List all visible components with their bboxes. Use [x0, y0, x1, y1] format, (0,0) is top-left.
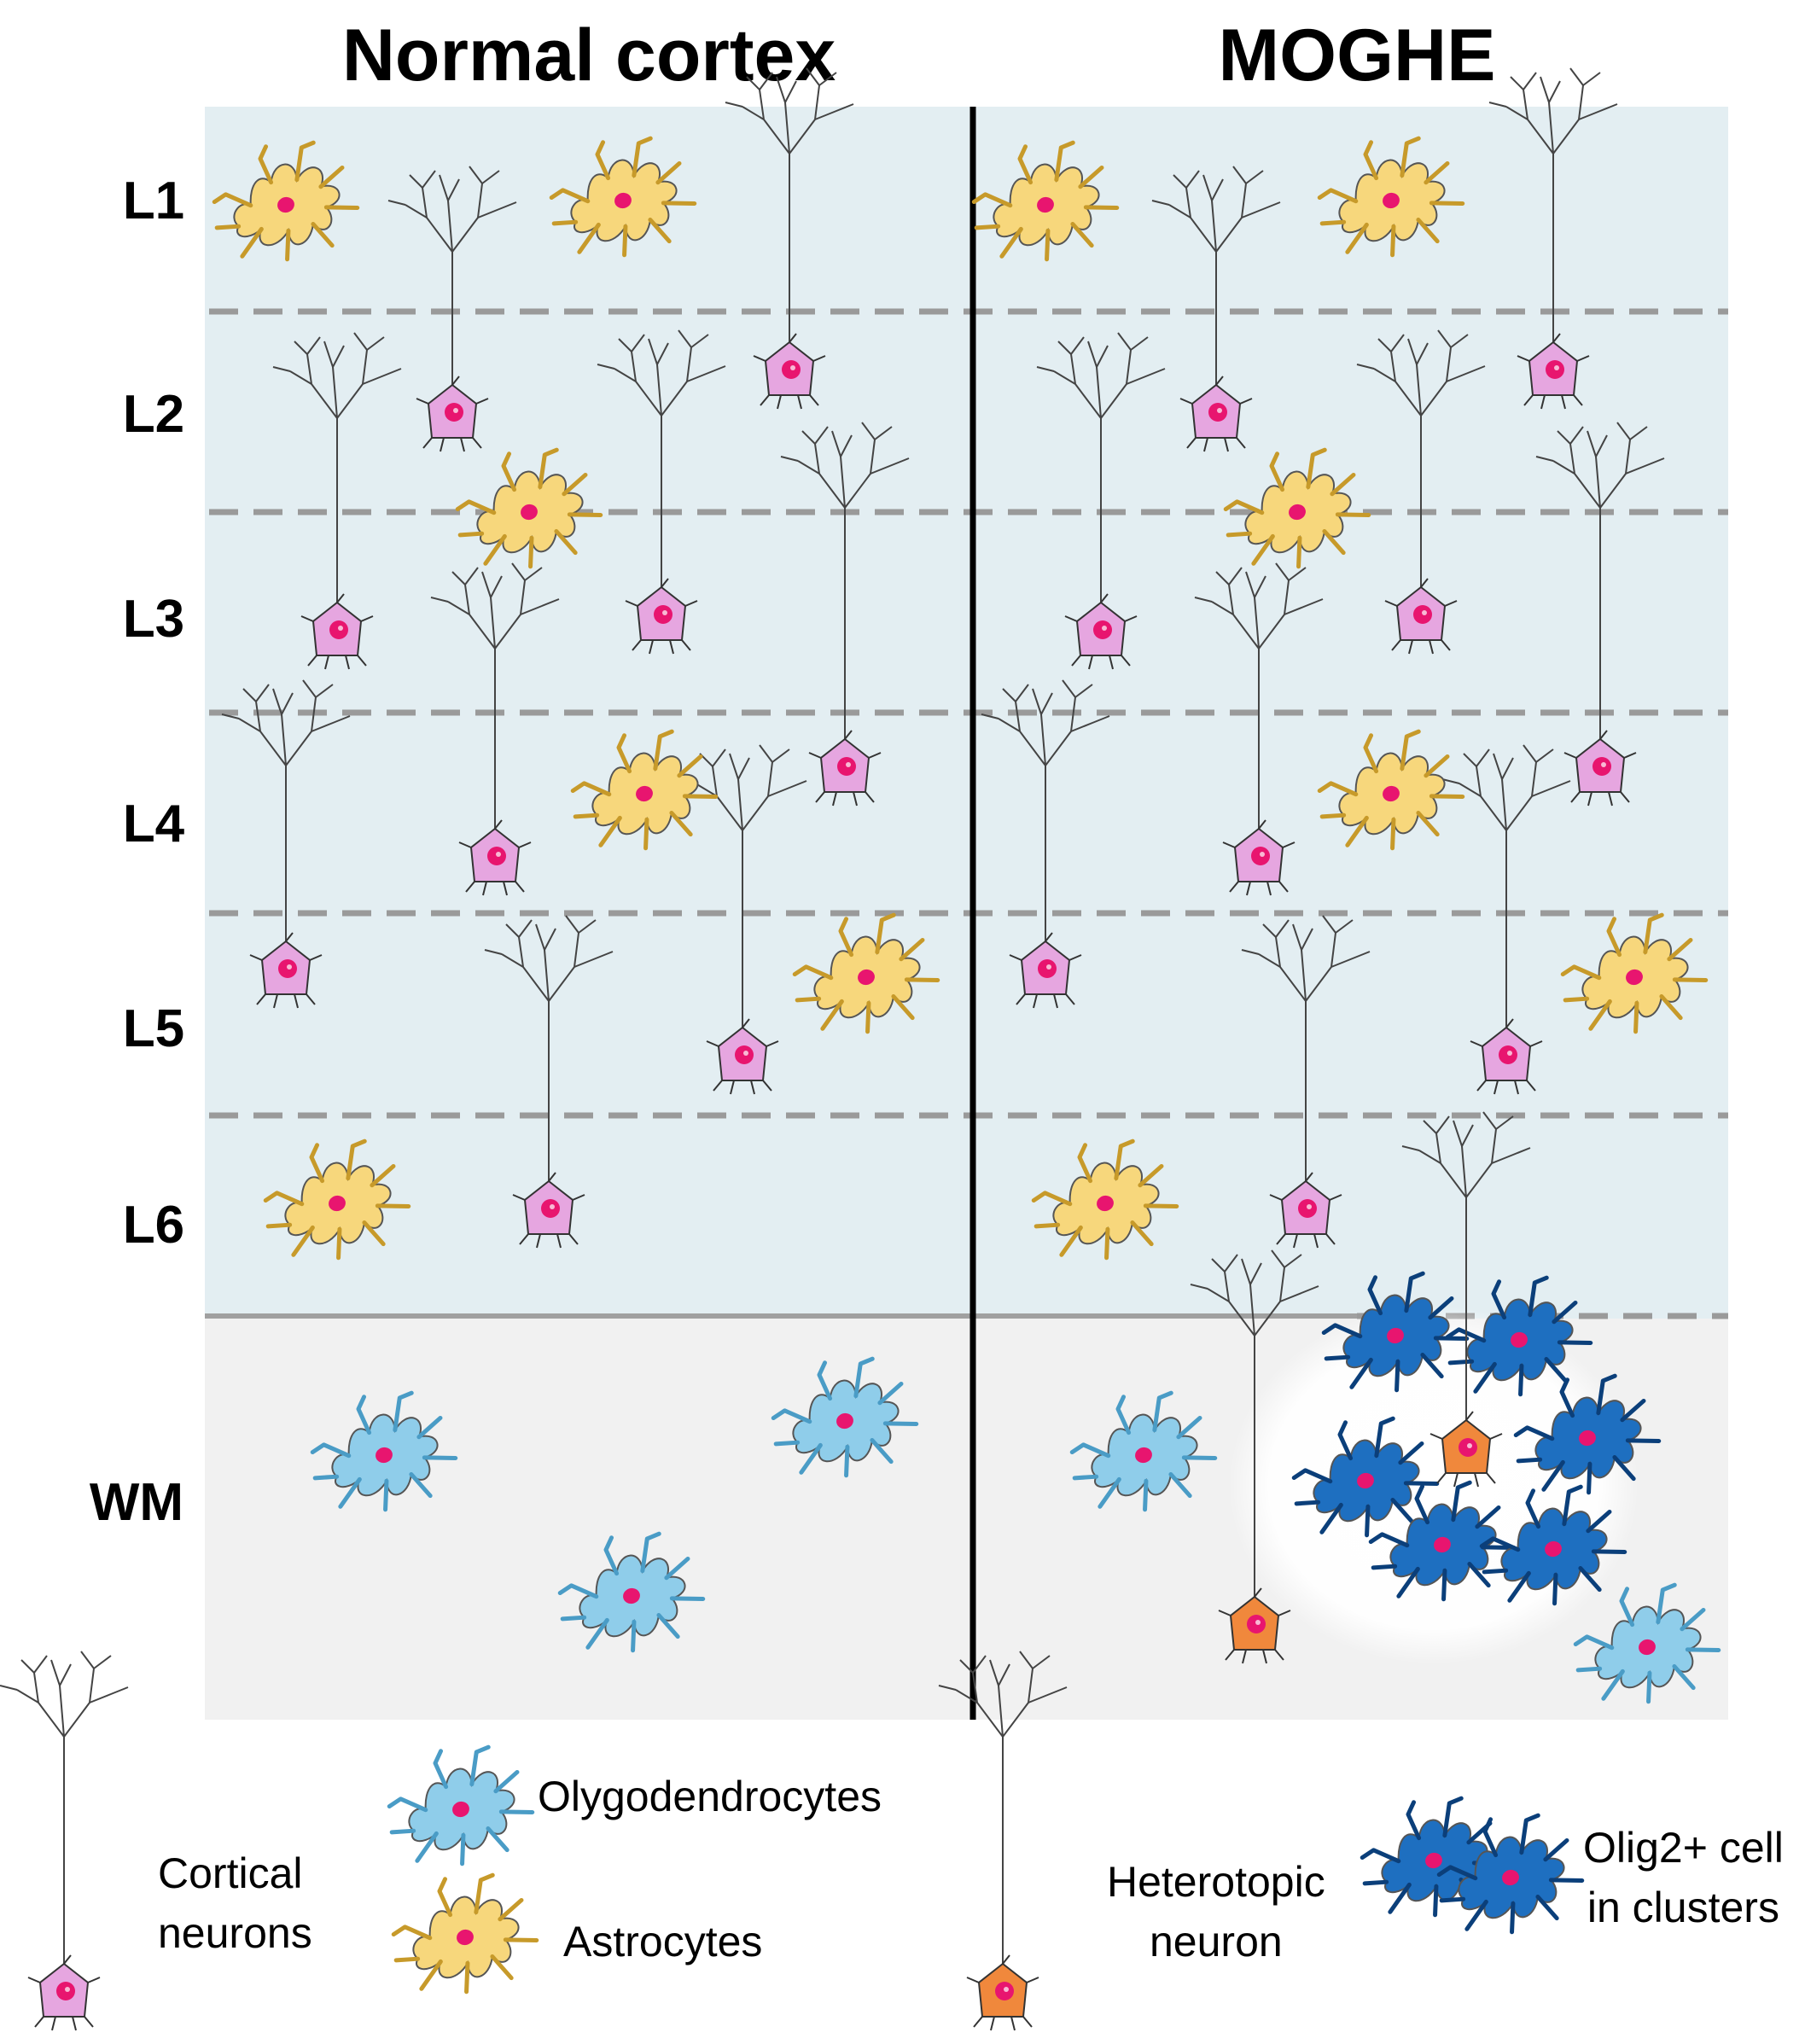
legend-icon-olig2-cell-2	[1424, 1801, 1590, 1948]
cortical-neuron-normal-6	[430, 562, 560, 896]
legend-olig2-cells: Olig2+ cell in clusters	[1583, 1824, 1784, 1931]
legend-icon-olig2-cell-1	[1348, 1784, 1513, 1930]
legend-heterotopic-neuron: Heterotopic neuron	[1107, 1858, 1325, 1965]
cortical-neuron-normal-1	[387, 166, 517, 452]
heterotopic-neuron-wm	[1190, 1249, 1319, 1664]
astrocyte-moghe-6	[1019, 1127, 1185, 1273]
olig2-cell-cluster-2	[1433, 1263, 1598, 1410]
cortical-neuron-normal-4	[597, 329, 726, 655]
cortical-neuron-normal-9	[484, 915, 614, 1249]
cortical-neuron-moghe-7	[981, 679, 1110, 1009]
astrocyte-normal-3	[443, 435, 608, 582]
legend-icon-oligodendrocyte	[375, 1732, 540, 1879]
astrocyte-moghe-2	[1305, 124, 1470, 271]
olig2-cell-cluster-1	[1309, 1259, 1475, 1406]
astrocyte-normal-2	[537, 124, 702, 271]
astrocyte-normal-4	[558, 717, 724, 864]
astrocyte-normal-5	[780, 900, 946, 1047]
cortical-neuron-normal-2	[725, 67, 854, 410]
layer-label-l2: L2	[122, 385, 185, 444]
cortical-neuron-normal-8	[678, 744, 807, 1095]
legend-icon-astrocyte	[379, 1861, 544, 2007]
oligodendrocyte-normal-2	[759, 1344, 924, 1491]
cortical-neuron-moghe-1	[1151, 166, 1281, 452]
oligodendrocyte-moghe-2	[1561, 1570, 1726, 1717]
cortical-neuron-normal-7	[221, 679, 351, 1009]
astrocyte-normal-6	[251, 1127, 416, 1273]
cortical-neuron-normal-3	[272, 332, 402, 670]
layer-label-l3: L3	[122, 590, 185, 649]
layer-label-wm: WM	[89, 1473, 184, 1532]
legend-icon-cortical-neuron	[0, 1651, 129, 2031]
astrocyte-normal-1	[200, 128, 365, 275]
olig2-cell-cluster-6	[1467, 1472, 1633, 1619]
layer-label-l5: L5	[122, 999, 185, 1058]
layer-dividers	[209, 308, 1728, 1119]
cortical-neuron-moghe-5	[1535, 422, 1665, 807]
oligodendrocyte-normal-1	[298, 1378, 463, 1525]
legend-cortical-neurons: Cortical neurons	[158, 1849, 312, 1957]
oligodendrocyte-normal-3	[545, 1519, 711, 1666]
olig2-cell-cluster-4	[1279, 1404, 1445, 1551]
layer-label-l6: L6	[122, 1196, 185, 1255]
olig2-cell-cluster-5	[1356, 1468, 1522, 1615]
layer-label-l1: L1	[122, 172, 185, 230]
heterotopic-neuron-cluster	[1401, 1111, 1531, 1488]
cortical-neuron-moghe-3	[1036, 332, 1166, 670]
legend-astrocytes: Astrocytes	[563, 1918, 763, 1965]
layer-label-l4: L4	[122, 795, 185, 853]
olig2-cell-cluster-3	[1501, 1361, 1667, 1508]
astrocyte-moghe-1	[959, 128, 1125, 275]
cortical-neuron-moghe-9	[1241, 915, 1371, 1249]
moghe-heading: MOGHE	[1218, 15, 1496, 96]
astrocyte-moghe-4	[1305, 717, 1470, 864]
astrocyte-moghe-5	[1548, 900, 1714, 1047]
legend-icon-heterotopic-neuron	[938, 1651, 1068, 2031]
astrocyte-moghe-3	[1211, 435, 1377, 582]
cortical-neuron-normal-5	[780, 422, 910, 807]
oligodendrocyte-moghe-1	[1057, 1378, 1223, 1525]
cell-layer	[0, 67, 1726, 2031]
legend-oligodendrocytes: Olygodendrocytes	[538, 1773, 882, 1820]
cortical-neuron-moghe-4	[1356, 329, 1486, 655]
cortical-neuron-moghe-8	[1441, 744, 1571, 1095]
cortical-neuron-moghe-6	[1194, 562, 1324, 896]
cortical-neuron-moghe-2	[1488, 67, 1618, 410]
